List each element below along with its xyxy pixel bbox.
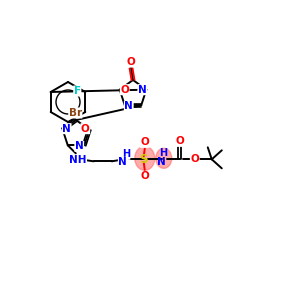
Text: NH: NH <box>69 155 86 165</box>
Text: O: O <box>140 171 149 181</box>
Text: F: F <box>74 86 81 96</box>
Text: S: S <box>140 153 148 166</box>
Text: O: O <box>120 85 129 95</box>
Text: N: N <box>158 157 166 167</box>
Text: O: O <box>190 154 199 164</box>
Text: N: N <box>118 157 127 167</box>
Text: H: H <box>159 148 167 158</box>
Ellipse shape <box>135 146 155 170</box>
Text: O: O <box>127 57 135 67</box>
Text: O: O <box>176 136 184 146</box>
Text: Br: Br <box>69 108 82 118</box>
Ellipse shape <box>156 148 172 168</box>
Text: O: O <box>81 124 90 134</box>
Text: O: O <box>140 137 149 147</box>
Text: N: N <box>75 141 84 151</box>
Text: H: H <box>122 149 130 159</box>
Text: N: N <box>62 124 71 134</box>
Text: N: N <box>138 85 147 95</box>
Text: N: N <box>124 101 133 111</box>
